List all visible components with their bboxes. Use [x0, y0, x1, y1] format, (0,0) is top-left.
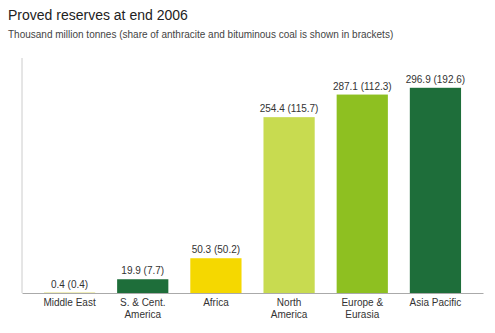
- x-tick-label-line: North: [277, 297, 301, 308]
- x-tick: Africa: [203, 297, 229, 308]
- bar: [117, 279, 168, 293]
- bar: [44, 292, 95, 293]
- x-tick-label-line: America: [271, 309, 308, 320]
- x-tick-label-line: Europe &: [341, 297, 383, 308]
- x-tick: NorthAmerica: [271, 297, 308, 320]
- x-tick-label: Middle East: [43, 297, 95, 308]
- x-tick-label: Europe &Eurasia: [341, 297, 383, 320]
- bar: [337, 95, 388, 293]
- x-tick-label: NorthAmerica: [271, 297, 308, 320]
- x-tick: Middle East: [43, 297, 95, 308]
- bars: [44, 88, 461, 293]
- data-label: 254.4 (115.7): [260, 103, 319, 114]
- data-label: 296.9 (192.6): [406, 74, 466, 85]
- data-label: 19.9 (7.7): [121, 265, 164, 276]
- x-tick-label: Asia Pacific: [410, 297, 462, 308]
- x-tick-label-line: Eurasia: [345, 309, 379, 320]
- title: Proved reserves at end 2006: [8, 7, 188, 23]
- x-tick-label-line: Asia Pacific: [410, 297, 462, 308]
- x-axis-line: [23, 293, 484, 294]
- x-tick-label-line: Middle East: [43, 297, 95, 308]
- x-tick: Asia Pacific: [410, 297, 462, 308]
- x-tick-label: Africa: [203, 297, 229, 308]
- y-axis-line: [22, 58, 23, 293]
- data-label: 287.1 (112.3): [333, 81, 392, 92]
- bar: [263, 117, 314, 293]
- chart: Proved reserves at end 2006 Thousand mill…: [0, 0, 495, 333]
- x-tick: Europe &Eurasia: [341, 297, 383, 320]
- x-tick-label: S. & Cent.America: [120, 297, 166, 320]
- bar: [410, 88, 461, 293]
- data-labels: 0.4 (0.4) 19.9 (7.7) 50.3 (50.2) 254.4 (115…: [51, 74, 465, 290]
- data-label: 0.4 (0.4): [51, 279, 88, 290]
- x-tick-label-line: America: [124, 309, 161, 320]
- x-axis: Middle EastS. & Cent.AmericaAfricaNorthA…: [23, 294, 484, 321]
- bar: [190, 258, 241, 293]
- x-tick-label-line: Africa: [203, 297, 229, 308]
- subtitle: Thousand million tonnes (share of anthra…: [8, 29, 393, 40]
- x-tick: S. & Cent.America: [120, 297, 166, 320]
- plot: Middle EastS. & Cent.AmericaAfricaNorthA…: [22, 58, 484, 320]
- x-tick-label-line: S. & Cent.: [120, 297, 166, 308]
- data-label: 50.3 (50.2): [192, 244, 240, 255]
